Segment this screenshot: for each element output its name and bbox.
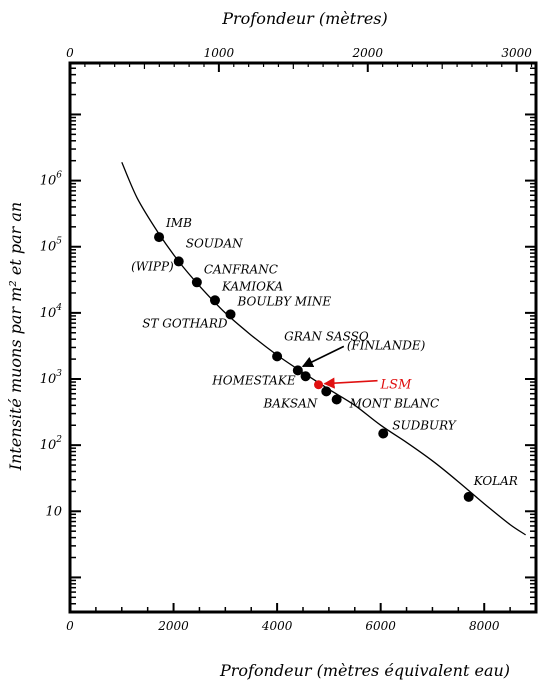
y-tick-label: 10 [45,504,62,519]
point-label-mont-blanc: MONT BLANC [349,396,440,410]
point-label-kamioka: KAMIOKA [221,279,283,293]
point-label-imb: IMB [165,216,192,230]
data-points [154,232,474,502]
arrow-lsm [323,377,378,389]
y-tick-label: 105 [40,237,63,255]
point-lsm [314,380,324,390]
point-gran-sasso [272,351,283,362]
point-boulby-mine [225,309,236,320]
point-label-st-gothard: ST GOTHARD [142,316,228,330]
y-tick-label: 104 [40,303,63,321]
point-label-gran-sasso: GRAN SASSO [284,329,369,343]
y-tick-label: 102 [40,435,63,453]
tick-marks [69,62,537,613]
point-label-soudan: SOUDAN [186,236,243,250]
point-label-sudbury: SUDBURY [392,418,457,432]
annotation-arrows [301,345,378,389]
x2-tick-label: 2000 [351,46,383,60]
point-sudbury [378,428,389,439]
x2-tick-label: 0 [66,46,74,60]
point-label-finlande: (FINLANDE) [347,338,426,352]
point-label-baksan: BAKSAN [262,396,317,410]
point-kolar [463,491,474,502]
point-mont-blanc [331,394,342,405]
point-canfranc [191,277,202,288]
bottom-axis-title: Profondeur (mètres équivalent eau) [219,661,510,680]
x-tick-label: 8000 [469,619,500,633]
point-label-canfranc: CANFRANC [204,262,278,276]
x-tick-label: 2000 [157,619,189,633]
tick-labels: 0 2000 4000 6000 8000 0 1000 2000 3000 10 102 103 10… [40,46,533,633]
y-axis-title: Intensité muons par m² et par an [6,202,25,471]
point-kamioka [209,295,220,306]
arrow-finlande [301,345,345,368]
point-label-boulby-mine: BOULBY MINE [237,294,332,308]
x-tick-label: 6000 [365,619,396,633]
x2-tick-label: 1000 [204,46,235,60]
point-label-homestake: HOMESTAKE [211,373,296,387]
point-baksan [321,386,332,397]
top-axis-title: Profondeur (mètres) [221,9,388,28]
point-label-wipp: (WIPP) [131,259,174,273]
y-tick-label: 106 [40,171,63,189]
x-tick-label: 0 [66,619,74,633]
point-label-lsm: LSM [380,378,413,393]
y-tick-label: 103 [40,369,63,387]
x2-tick-label: 3000 [501,46,532,60]
point-imb [154,232,165,243]
point-label-kolar: KOLAR [473,474,518,488]
point-homestake [300,371,311,382]
point-finlande [292,365,303,376]
x-tick-label: 4000 [261,619,293,633]
point-soudan [173,256,184,267]
